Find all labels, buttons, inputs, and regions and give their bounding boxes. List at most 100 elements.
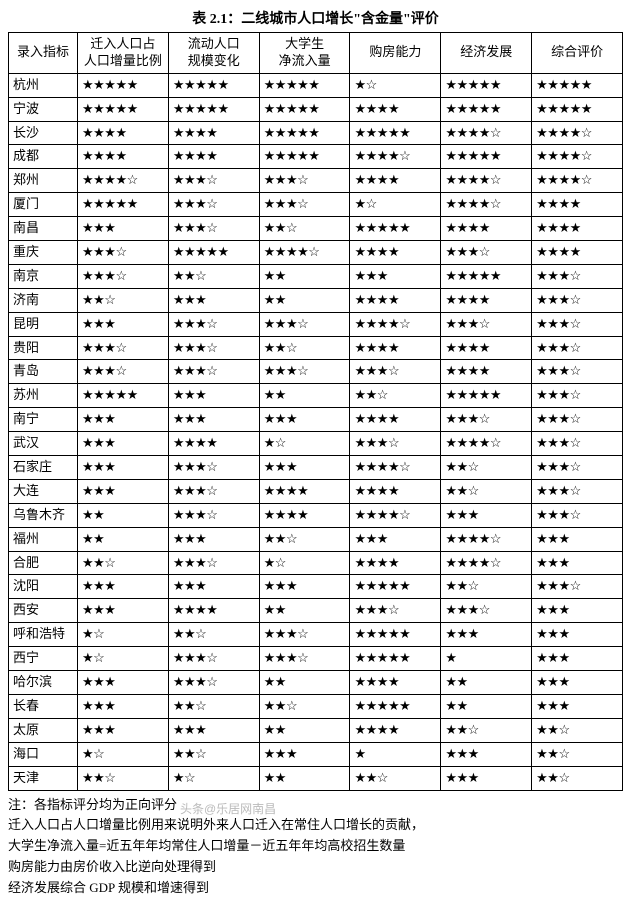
rating-cell: ★★★ [532, 551, 623, 575]
city-cell: 武汉 [9, 432, 78, 456]
rating-cell: ★★★ [78, 312, 169, 336]
rating-cell: ★★★ [78, 575, 169, 599]
rating-cell: ★★★☆ [168, 217, 259, 241]
rating-cell: ★★★★★ [350, 647, 441, 671]
table-row: 苏州★★★★★★★★★★★★☆★★★★★★★★☆ [9, 384, 623, 408]
rating-cell: ★★★☆ [532, 360, 623, 384]
rating-cell: ★★★★ [350, 169, 441, 193]
rating-cell: ★★☆ [350, 384, 441, 408]
rating-cell: ★★★☆ [441, 312, 532, 336]
rating-cell: ★★★☆ [168, 336, 259, 360]
rating-cell: ★★★★★ [168, 241, 259, 265]
rating-cell: ★★★★ [259, 479, 350, 503]
rating-cell: ★★★☆ [532, 575, 623, 599]
rating-cell: ★★★☆ [350, 599, 441, 623]
rating-cell: ★★★★ [350, 408, 441, 432]
rating-cell: ★ [441, 647, 532, 671]
rating-cell: ★★★★ [441, 217, 532, 241]
rating-cell: ★★★★★ [78, 193, 169, 217]
table-row: 郑州★★★★☆★★★☆★★★☆★★★★★★★★☆★★★★☆ [9, 169, 623, 193]
rating-cell: ★★★★ [441, 288, 532, 312]
rating-cell: ★★★★★ [78, 97, 169, 121]
rating-cell: ★★★ [168, 527, 259, 551]
rating-cell: ★★★ [168, 384, 259, 408]
city-cell: 乌鲁木齐 [9, 503, 78, 527]
note-line: 购房能力由房价收入比逆向处理得到 [8, 857, 623, 878]
city-cell: 大连 [9, 479, 78, 503]
rating-cell: ★★★★★ [532, 97, 623, 121]
rating-cell: ★★★☆ [532, 336, 623, 360]
rating-cell: ★★★★★ [441, 97, 532, 121]
rating-cell: ★★★★☆ [441, 193, 532, 217]
rating-cell: ★★★ [78, 718, 169, 742]
rating-cell: ★★★☆ [168, 360, 259, 384]
rating-cell: ★★★★☆ [350, 312, 441, 336]
rating-cell: ★★ [78, 527, 169, 551]
rating-cell: ★★★ [350, 527, 441, 551]
table-row: 太原★★★★★★★★★★★★★★☆★★☆ [9, 718, 623, 742]
rating-cell: ★★★ [532, 599, 623, 623]
city-cell: 呼和浩特 [9, 623, 78, 647]
rating-cell: ★★★ [78, 432, 169, 456]
rating-cell: ★★☆ [441, 718, 532, 742]
table-row: 西宁★☆★★★☆★★★☆★★★★★★★★★ [9, 647, 623, 671]
rating-cell: ★★ [441, 694, 532, 718]
rating-cell: ★★★ [350, 264, 441, 288]
rating-cell: ★★★ [78, 694, 169, 718]
note-line: 注：各指标评分均为正向评分 [8, 795, 623, 816]
city-cell: 杭州 [9, 73, 78, 97]
rating-cell: ★★★☆ [259, 623, 350, 647]
rating-cell: ★★★☆ [259, 193, 350, 217]
rating-cell: ★★★★★ [441, 145, 532, 169]
rating-cell: ★★ [259, 718, 350, 742]
rating-cell: ★☆ [350, 73, 441, 97]
note-line: 大学生净流入量=近五年年均常住人口增量－近五年年均高校招生数量 [8, 836, 623, 857]
rating-cell: ★★★★☆ [532, 169, 623, 193]
rating-cell: ★★ [259, 384, 350, 408]
city-cell: 重庆 [9, 241, 78, 265]
rating-cell: ★★☆ [168, 742, 259, 766]
rating-cell: ★★★★☆ [350, 456, 441, 480]
table-row: 杭州★★★★★★★★★★★★★★★★☆★★★★★★★★★★ [9, 73, 623, 97]
rating-cell: ★★★★☆ [350, 503, 441, 527]
table-notes: 注：各指标评分均为正向评分迁入人口占人口增量比例用来说明外来人口迁入在常住人口增… [8, 795, 623, 899]
rating-cell: ★ [350, 742, 441, 766]
rating-cell: ★★★★☆ [441, 551, 532, 575]
rating-cell: ★★★☆ [532, 312, 623, 336]
rating-cell: ★☆ [350, 193, 441, 217]
rating-cell: ★★★☆ [78, 360, 169, 384]
rating-cell: ★★★ [532, 527, 623, 551]
rating-cell: ★★★★ [350, 718, 441, 742]
city-cell: 长沙 [9, 121, 78, 145]
rating-cell: ★★★☆ [78, 264, 169, 288]
rating-cell: ★★★★★ [350, 217, 441, 241]
rating-cell: ★★★★★ [168, 73, 259, 97]
rating-cell: ★★★★★ [168, 97, 259, 121]
rating-cell: ★★★ [532, 623, 623, 647]
rating-cell: ★☆ [78, 647, 169, 671]
city-cell: 沈阳 [9, 575, 78, 599]
column-header: 大学生净流入量 [259, 33, 350, 74]
rating-cell: ★★★☆ [259, 169, 350, 193]
rating-cell: ★★★★★ [259, 73, 350, 97]
table-row: 南京★★★☆★★☆★★★★★★★★★★★★★☆ [9, 264, 623, 288]
rating-cell: ★★☆ [168, 623, 259, 647]
city-cell: 合肥 [9, 551, 78, 575]
rating-cell: ★★☆ [259, 527, 350, 551]
rating-cell: ★★★☆ [168, 169, 259, 193]
rating-cell: ★★★ [441, 766, 532, 790]
rating-cell: ★★ [259, 288, 350, 312]
rating-cell: ★★★★☆ [350, 145, 441, 169]
rating-cell: ★★★ [78, 479, 169, 503]
city-cell: 西宁 [9, 647, 78, 671]
rating-cell: ★★★★ [532, 193, 623, 217]
table-row: 沈阳★★★★★★★★★★★★★★★★☆★★★☆ [9, 575, 623, 599]
city-cell: 石家庄 [9, 456, 78, 480]
rating-cell: ★★★☆ [168, 193, 259, 217]
rating-cell: ★★★★ [78, 145, 169, 169]
rating-cell: ★★ [259, 599, 350, 623]
rating-cell: ★★★ [78, 217, 169, 241]
table-row: 长沙★★★★★★★★★★★★★★★★★★★★★★☆★★★★☆ [9, 121, 623, 145]
rating-cell: ★★★ [532, 694, 623, 718]
rating-cell: ★★★★ [259, 503, 350, 527]
